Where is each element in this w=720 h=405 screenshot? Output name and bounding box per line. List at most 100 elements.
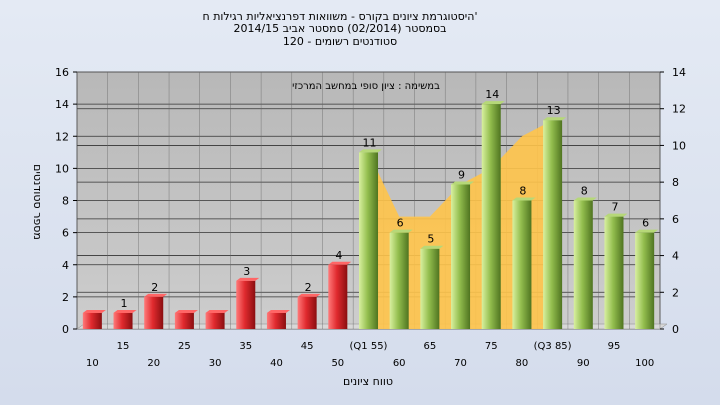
bar-body-13: [481, 104, 501, 329]
xtick-label-14: 80: [516, 358, 529, 369]
bar-8: [328, 261, 352, 329]
bar-16: [573, 197, 597, 329]
bar-top-14: [512, 197, 536, 201]
y2tick-label-12: 12: [672, 103, 686, 116]
data-label-8: 4: [335, 249, 342, 262]
data-label-2: 2: [151, 281, 158, 294]
data-label-7: 2: [305, 281, 312, 294]
bar-body-14: [512, 200, 532, 329]
bar-body-18: [635, 232, 655, 329]
bar-top-13: [481, 101, 505, 105]
xtick-label-0: 10: [86, 358, 99, 369]
xtick-label-12: 70: [454, 358, 467, 369]
bar-body-2: [144, 296, 164, 329]
xtick-label-4: 30: [209, 358, 222, 369]
bar-0: [82, 309, 106, 329]
bar-body-1: [113, 312, 133, 329]
xtick-label-18: 100: [635, 358, 654, 369]
bar-body-15: [543, 120, 563, 329]
bar-top-3: [174, 309, 198, 313]
data-label-12: 9: [458, 168, 465, 181]
chart-annotation: במשימה : ציון סופי במחשב המרכזי: [292, 81, 440, 92]
xtick-label-13: 75: [485, 341, 498, 352]
data-label-13: 14: [485, 88, 499, 101]
bar-17: [604, 213, 628, 329]
data-label-5: 3: [243, 265, 250, 278]
y2tick-label-0: 0: [672, 323, 679, 336]
bar-2: [144, 293, 168, 329]
title-line-1: היסטוגרמת ציונים בקורס - משוואות דפרנציא…: [203, 10, 478, 23]
bar-top-16: [573, 197, 597, 201]
bar-body-4: [205, 312, 225, 329]
xtick-label-11: 65: [424, 341, 437, 352]
bar-body-9: [358, 152, 379, 329]
bar-top-8: [328, 261, 352, 265]
ytick-label-8: 8: [62, 195, 69, 208]
bar-top-17: [604, 213, 628, 217]
bar-10: [389, 229, 413, 329]
xtick-label-9: (Q1 55): [350, 341, 388, 352]
bar-top-6: [266, 309, 290, 313]
bar-1: [113, 309, 137, 329]
xtick-label-15: (Q3 85): [534, 341, 572, 352]
data-label-1: 1: [121, 297, 128, 310]
xtick-label-8: 50: [331, 358, 344, 369]
y2tick-label-14: 14: [672, 66, 686, 79]
bar-top-5: [236, 277, 260, 281]
data-label-14: 8: [519, 185, 526, 198]
bar-top-12: [451, 181, 475, 185]
bar-9: [358, 149, 383, 329]
y-axis-ticks: 0 2 4 6 8 10 12 14 16: [55, 66, 77, 336]
y2-axis-ticks: 0 2 4 6 8 10 12 14: [660, 66, 686, 336]
data-label-10: 6: [397, 217, 404, 230]
bar-13: [481, 101, 505, 329]
bar-body-10: [389, 232, 409, 329]
x-axis-title: טווח ציונים: [343, 375, 393, 388]
data-labels: 1 2 3 2 4 11 6 5 9 14 8 13 8 7 6: [121, 88, 650, 310]
xtick-label-3: 25: [178, 341, 191, 352]
bar-body-16: [573, 200, 593, 329]
bar-12: [451, 181, 475, 329]
y2tick-label-4: 4: [672, 250, 679, 263]
data-label-17: 7: [611, 201, 618, 214]
y2tick-label-8: 8: [672, 176, 679, 189]
xtick-label-16: 90: [577, 358, 590, 369]
bar-5: [236, 277, 260, 329]
bar-top-1: [113, 309, 137, 313]
title-line-3: סטודנטים רשומים - 120: [283, 35, 397, 48]
ytick-label-2: 2: [62, 291, 69, 304]
ytick-label-0: 0: [62, 323, 69, 336]
ytick-label-12: 12: [55, 130, 69, 143]
bar-6: [266, 309, 290, 329]
chart-title: היסטוגרמת ציונים בקורס - משוואות דפרנציא…: [203, 10, 478, 48]
xtick-label-1: 15: [117, 341, 130, 352]
bar-top-10: [389, 229, 413, 233]
bar-3: [174, 309, 198, 329]
bar-body-3: [174, 312, 194, 329]
y2tick-label-10: 10: [672, 139, 686, 152]
bar-top-18: [635, 229, 659, 233]
xtick-label-5: 35: [239, 341, 252, 352]
bar-top-2: [144, 293, 168, 297]
ytick-label-14: 14: [55, 98, 69, 111]
y2tick-label-2: 2: [672, 286, 679, 299]
data-label-9: 11: [363, 136, 377, 149]
data-label-16: 8: [581, 185, 588, 198]
ytick-label-4: 4: [62, 259, 69, 272]
bar-body-12: [451, 184, 471, 329]
bar-18: [635, 229, 659, 329]
y-axis-title: מספר סטודנטים: [31, 164, 44, 240]
data-label-15: 13: [547, 104, 561, 117]
xtick-label-7: 45: [301, 341, 314, 352]
bar-body-5: [236, 280, 256, 329]
bar-top-11: [420, 245, 444, 249]
title-line-2: בסמסטר (02/2014) סמסטר אביב 2014/15: [233, 22, 446, 35]
bar-body-6: [266, 312, 286, 329]
bar-body-0: [82, 312, 102, 329]
bar-top-0: [82, 309, 106, 313]
data-label-18: 6: [642, 217, 649, 230]
xtick-label-2: 20: [147, 358, 160, 369]
data-label-11: 5: [427, 233, 434, 246]
bar-body-7: [297, 296, 317, 329]
